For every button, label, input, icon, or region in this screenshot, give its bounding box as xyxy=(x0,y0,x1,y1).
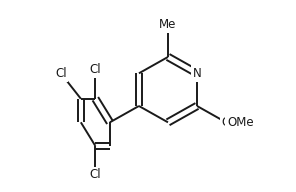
Text: N: N xyxy=(193,67,201,80)
Text: Cl: Cl xyxy=(90,63,101,76)
Text: Me: Me xyxy=(159,18,177,31)
Text: Cl: Cl xyxy=(55,67,67,80)
Text: OMe: OMe xyxy=(227,116,254,129)
Text: O: O xyxy=(221,116,231,129)
Text: Cl: Cl xyxy=(55,67,67,80)
Text: Cl: Cl xyxy=(90,63,101,76)
Text: OMe: OMe xyxy=(227,116,254,129)
Text: Cl: Cl xyxy=(90,168,101,181)
Text: Cl: Cl xyxy=(90,168,101,181)
Text: O: O xyxy=(221,116,231,129)
Text: Me: Me xyxy=(159,18,177,31)
Text: N: N xyxy=(193,67,201,80)
